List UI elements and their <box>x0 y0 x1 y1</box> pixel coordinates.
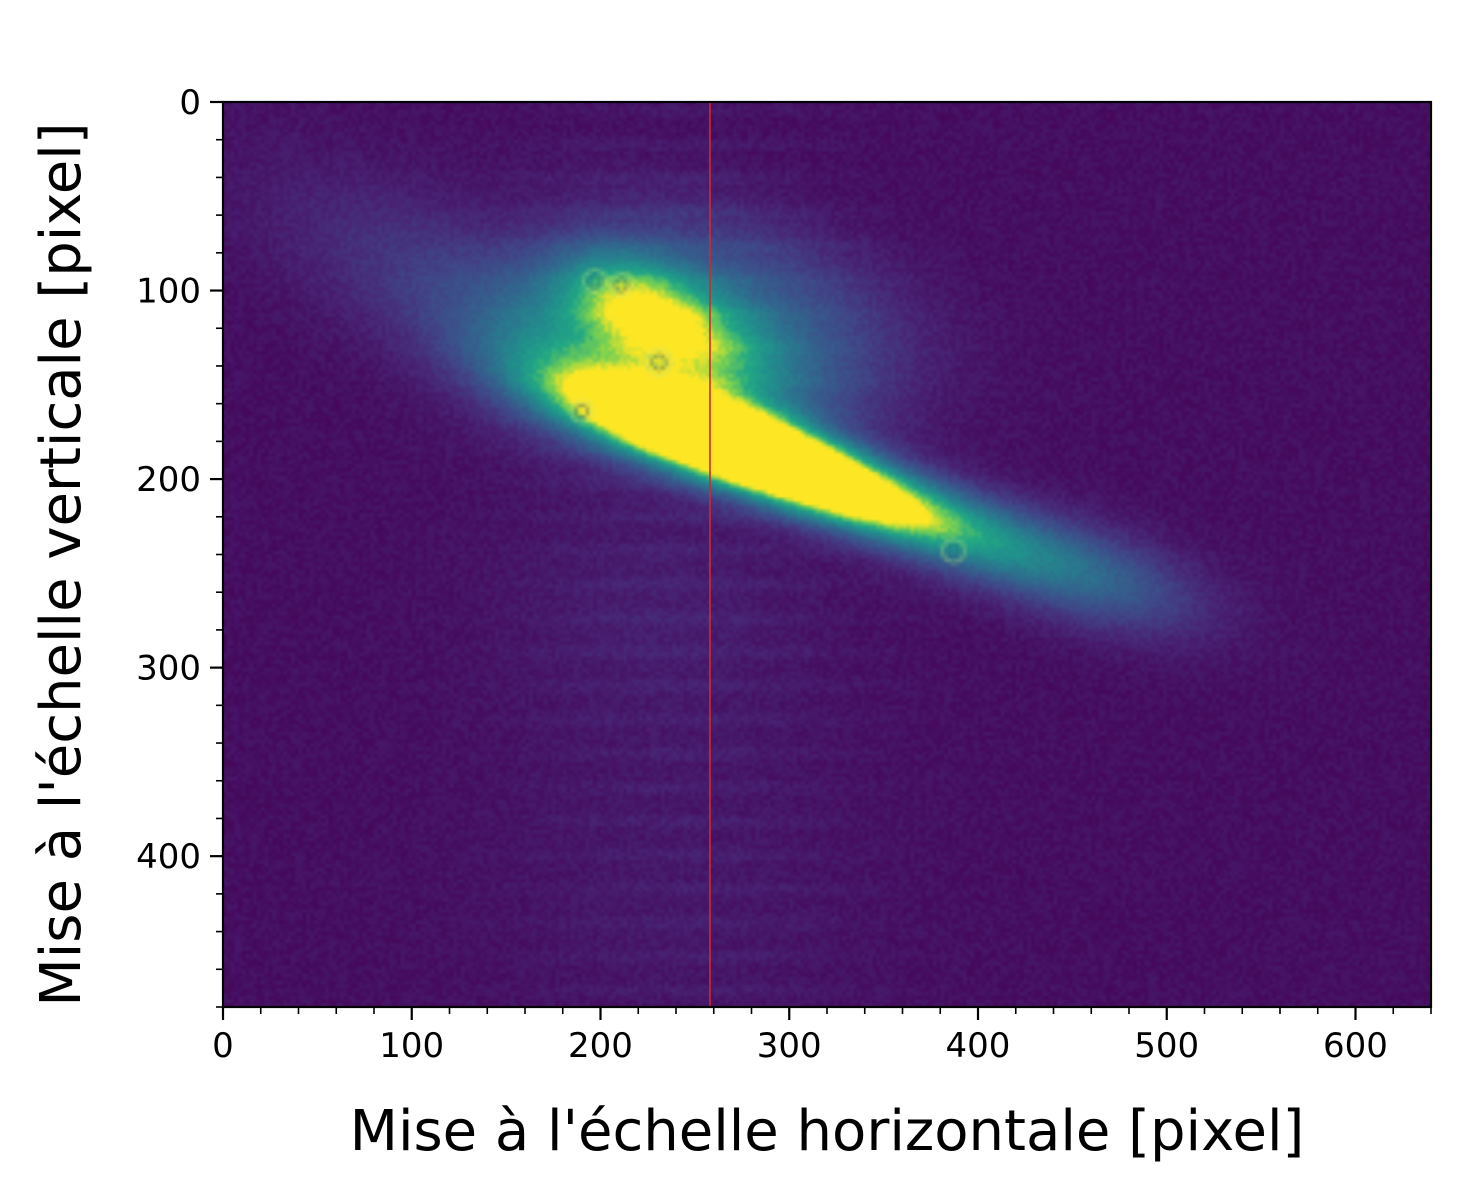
heatmap-image <box>223 102 1431 1007</box>
x-tick-label: 300 <box>757 1026 822 1066</box>
x-axis: 0 100 200 300 400 500 600 <box>212 1007 1432 1066</box>
y-tick-label: 200 <box>136 460 201 500</box>
x-tick-label: 100 <box>379 1026 444 1066</box>
x-tick-label: 600 <box>1323 1026 1388 1066</box>
y-tick-label: 300 <box>136 649 201 689</box>
y-axis: 0 100 200 300 400 <box>136 83 223 1008</box>
y-tick-label: 400 <box>136 837 201 877</box>
x-tick-label: 500 <box>1134 1026 1199 1066</box>
x-axis-label: Mise à l'échelle horizontale [pixel] <box>350 1099 1305 1164</box>
y-axis-label: Mise à l'échelle verticale [pixel] <box>29 122 94 1006</box>
x-tick-label: 200 <box>568 1026 633 1066</box>
y-tick-label: 100 <box>136 272 201 312</box>
y-tick-label: 0 <box>179 83 201 123</box>
x-tick-label: 0 <box>212 1026 234 1066</box>
x-tick-label: 400 <box>946 1026 1011 1066</box>
plot-area <box>221 100 1433 1009</box>
